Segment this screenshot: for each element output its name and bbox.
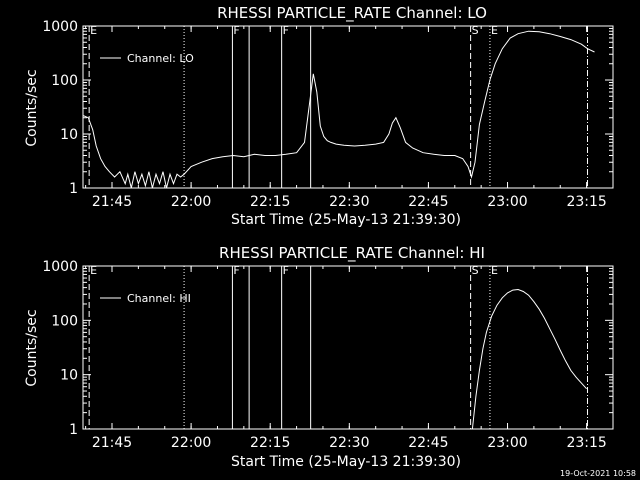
event-marker-label: S	[472, 264, 479, 277]
chart-title-lo: RHESSI PARTICLE_RATE Channel: LO	[217, 4, 487, 23]
x-axis-label-hi: Start Time (25-May-13 21:39:30)	[231, 454, 461, 470]
y-tick-label: 1	[69, 422, 78, 438]
legend-label: Channel: LO	[127, 52, 194, 65]
event-marker-label: F	[233, 24, 239, 37]
y-tick-label: 10	[60, 368, 78, 384]
chart-title-hi: RHESSI PARTICLE_RATE Channel: HI	[219, 244, 485, 263]
x-tick-label: 22:15	[250, 194, 290, 210]
series-line-hi	[471, 288, 587, 430]
x-tick-label: 22:15	[250, 435, 290, 451]
legend-label: Channel: HI	[127, 292, 191, 305]
y-tick-label: 1	[69, 181, 78, 197]
y-axis-label-hi: Counts/sec	[24, 309, 40, 386]
x-tick-label: 21:45	[92, 194, 132, 210]
event-marker-label: F	[233, 264, 239, 277]
event-marker-label: E	[491, 24, 498, 37]
event-marker-label: F	[283, 264, 289, 277]
x-tick-label: 21:45	[92, 435, 132, 451]
x-tick-label: 22:00	[171, 435, 211, 451]
event-marker-label: E	[90, 264, 97, 277]
event-marker-label: F	[283, 24, 289, 37]
y-tick-label: 100	[51, 313, 78, 329]
event-marker-label: S	[472, 24, 479, 37]
x-tick-label: 22:30	[329, 435, 369, 451]
y-tick-label: 1000	[42, 259, 78, 275]
plot-frame-lo	[82, 25, 614, 189]
x-tick-label: 23:00	[487, 194, 527, 210]
plot-frame-hi	[82, 265, 614, 430]
y-axis-label-lo: Counts/sec	[24, 69, 40, 146]
x-tick-label: 22:30	[329, 194, 369, 210]
event-marker-label: E	[491, 264, 498, 277]
x-tick-label: 23:15	[566, 435, 606, 451]
x-tick-label: 23:00	[487, 435, 527, 451]
y-tick-label: 10	[60, 127, 78, 143]
x-tick-label: 22:45	[408, 194, 448, 210]
chart-panel-hi: 21:45 22:00 22:15 22:30 22:45 23:00 23:15 1 10 10…	[42, 259, 614, 451]
chart-panel-lo: 21:45 22:00 22:15 22:30 22:45 23:00 23:15 1 10 10…	[42, 19, 614, 210]
x-tick-label: 22:00	[171, 194, 211, 210]
y-tick-label: 1000	[42, 19, 78, 35]
series-line-lo	[82, 30, 595, 189]
footer-timestamp: 19-Oct-2021 10:58	[560, 469, 636, 478]
event-marker-label: E	[90, 24, 97, 37]
x-axis-label-lo: Start Time (25-May-13 21:39:30)	[231, 212, 461, 228]
x-tick-label: 22:45	[408, 435, 448, 451]
x-tick-label: 23:15	[566, 194, 606, 210]
y-tick-label: 100	[51, 73, 78, 89]
